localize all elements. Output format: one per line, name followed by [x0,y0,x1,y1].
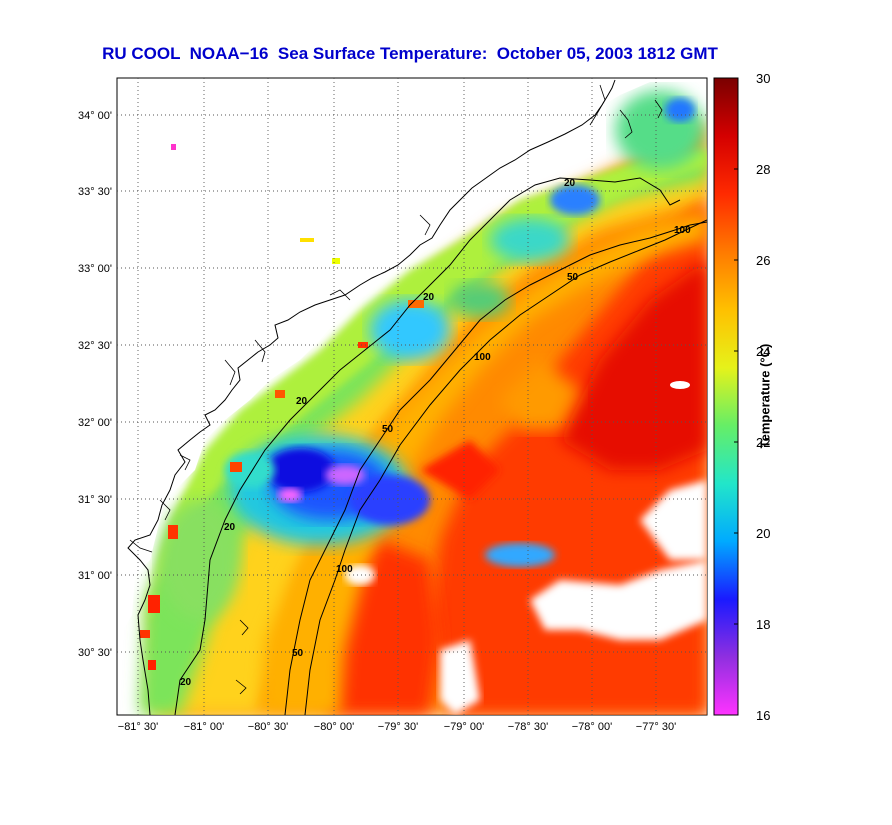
inland-waterways [129,84,663,695]
longitude-tick-label: −80° 30' [248,721,288,733]
sst-field [140,90,707,715]
colorbar-tick-label: 20 [756,526,770,541]
contour-100m [304,219,707,715]
figure-title: RU COOL NOAA−16 Sea Surface Temperature:… [102,44,718,63]
latitude-tick-label: 33° 30' [78,186,112,198]
colorbar-tick-label: 18 [756,617,770,632]
latitude-labels: 34° 00' 33° 30' 33° 00' 32° 30' 32° 00' 31° 3… [78,110,112,659]
longitude-tick-label: −79° 00' [444,721,484,733]
colorbar-tick-label: 26 [756,253,770,268]
longitude-tick-label: −79° 30' [378,721,418,733]
contour-label: 100 [336,564,353,575]
colorbar-tick-label: 22 [756,435,770,450]
contour-label: 20 [423,292,435,303]
coastline [127,79,616,715]
contour-label: 50 [382,424,394,435]
longitude-tick-label: −77° 30' [636,721,676,733]
contour-label: 20 [180,677,192,688]
colorbar-label: Temperature (°C) [757,343,773,449]
latitude-tick-label: 31° 00' [78,570,112,582]
latitude-tick-label: 30° 30' [78,647,112,659]
contour-label: 50 [292,648,304,659]
latitude-tick-label: 34° 00' [78,110,112,122]
colorbar-tick-label: 16 [756,708,770,723]
contour-label: 100 [474,352,491,363]
bathymetry-contours [174,177,707,715]
contour-label: 20 [296,396,308,407]
contour-label: 50 [567,272,579,283]
longitude-tick-label: −81° 30' [118,721,158,733]
contour-label: 100 [674,225,691,236]
latitude-tick-label: 33° 00' [78,263,112,275]
longitude-tick-label: −80° 00' [314,721,354,733]
contour-label: 20 [224,522,236,533]
latitude-tick-label: 32° 00' [78,417,112,429]
colorbar [713,77,739,716]
contour-labels: 20 20 20 20 20 50 50 50 100 100 100 [180,178,691,688]
contour-20m [174,177,681,715]
latitude-tick-label: 31° 30' [78,494,112,506]
contour-50m [284,221,707,715]
contour-label: 20 [564,178,576,189]
longitude-tick-label: −78° 00' [572,721,612,733]
colorbar-ticks: 16 18 20 22 24 26 28 30 [734,71,770,723]
colorbar-tick-label: 30 [756,71,770,86]
latitude-tick-label: 32° 30' [78,340,112,352]
longitude-labels: −81° 30' −81° 00' −80° 30' −80° 00' −79° 30'… [118,721,676,733]
longitude-tick-label: −81° 00' [184,721,224,733]
longitude-tick-label: −78° 30' [508,721,548,733]
colorbar-tick-label: 24 [756,344,770,359]
colorbar-tick-label: 28 [756,162,770,177]
